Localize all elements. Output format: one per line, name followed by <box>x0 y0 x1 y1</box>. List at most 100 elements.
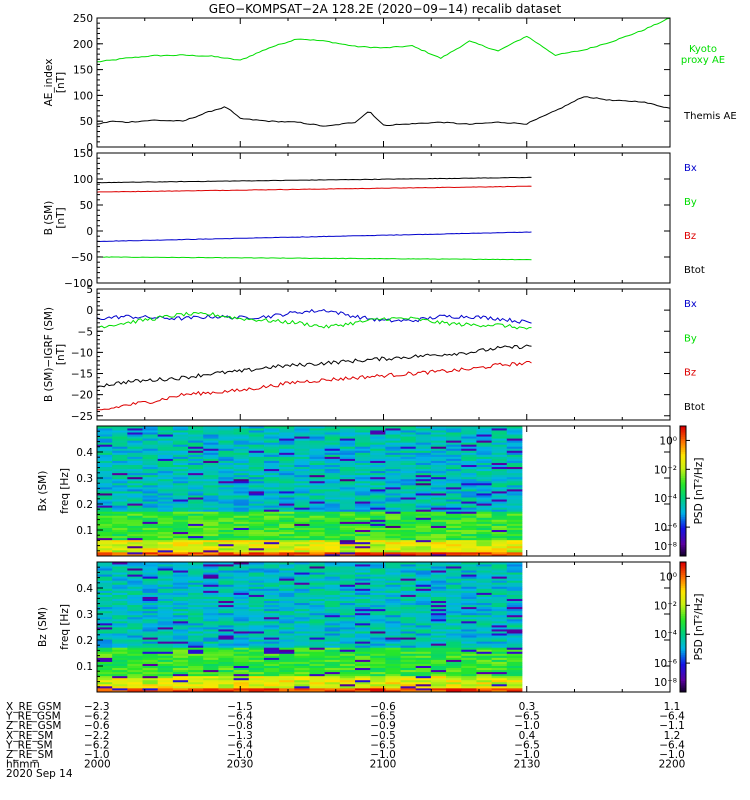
ephemeris-value: −0.6 <box>370 701 396 713</box>
y-tick-label: 0.4 <box>76 447 93 459</box>
colorbar-frame <box>679 561 687 693</box>
y-tick-label: 0.2 <box>76 499 93 511</box>
legend-kyoto: Kyoto <box>689 44 717 55</box>
y-axis-label: B (SM)−IGRF (SM) <box>43 307 55 402</box>
series-line-by <box>96 256 532 261</box>
panel-frame <box>96 152 671 284</box>
ephemeris-value: 2030 <box>227 759 254 771</box>
series-line-themis-ae <box>96 96 671 127</box>
ephemeris-value: −2.3 <box>84 701 110 713</box>
ephemeris-value: −6.4 <box>227 711 253 723</box>
y-tick-label: 150 <box>73 65 93 77</box>
series-line-by <box>96 311 532 330</box>
legend-kyoto-2: proxy AE <box>681 55 725 66</box>
ephemeris-value: 1.2 <box>664 730 681 742</box>
colorbar-label: PSD [nT²/Hz] <box>693 458 705 525</box>
series-line-bx <box>96 308 532 324</box>
colorbar-label: PSD [nT²/Hz] <box>693 594 705 661</box>
ephemeris-value: 0.4 <box>519 730 536 742</box>
ephemeris-value: 2200 <box>659 759 686 771</box>
ephemeris-value: −6.4 <box>659 711 685 723</box>
y-tick-label: −50 <box>71 252 93 264</box>
y-tick-label: 0.1 <box>76 661 93 673</box>
ephemeris-value: −0.6 <box>84 720 110 732</box>
y-axis-label: Bx (SM) <box>37 471 49 512</box>
y-axis-label: AE_index <box>43 59 55 107</box>
ephemeris-value: −6.5 <box>370 711 396 723</box>
legend-bx: Bx <box>684 163 697 174</box>
legend-bz: Bz <box>684 231 696 242</box>
legend-bx: Bx <box>684 299 697 310</box>
ephemeris-value: −6.4 <box>659 739 685 751</box>
legend-bz: Bz <box>684 368 696 379</box>
y-tick-label: 50 <box>80 116 93 128</box>
colorbar-tick-label: 10⁻⁸ <box>654 677 677 689</box>
y-tick-label: 0 <box>86 142 93 154</box>
legend-btot: Btot <box>684 265 705 276</box>
colorbar-tick-label: 10⁰ <box>659 435 677 447</box>
y-axis-freq-label: freq [Hz] <box>59 604 71 650</box>
ephemeris-label: X_RE_SM <box>6 730 53 742</box>
ephemeris-value: −6.2 <box>84 711 110 723</box>
ephemeris-label: Y_RE_SM <box>5 739 53 751</box>
ephemeris-value: −6.2 <box>84 739 110 751</box>
colorbar-tick-label: 10⁻⁶ <box>654 522 677 534</box>
panel-frame <box>96 288 671 421</box>
ephemeris-label: hhmm <box>6 759 40 771</box>
series-line-btot <box>96 344 532 389</box>
colorbar <box>680 426 686 557</box>
colorbar-tick-label: 10⁻² <box>654 600 677 612</box>
series-line-bx <box>96 231 532 243</box>
y-tick-label: 150 <box>73 148 93 160</box>
ephemeris-value: −1.1 <box>659 720 685 732</box>
y-tick-label: 250 <box>73 13 93 25</box>
colorbar-tick-label: 10⁻⁴ <box>654 629 677 641</box>
y-axis-unit: [nT] <box>55 72 67 93</box>
colorbar-tick-label: 10⁻⁶ <box>654 658 677 670</box>
y-tick-label: 0.3 <box>76 609 93 621</box>
y-tick-label: 0.2 <box>76 635 93 647</box>
y-tick-label: 0.3 <box>76 473 93 485</box>
ephemeris-value: −6.4 <box>227 739 253 751</box>
ephemeris-value: −1.0 <box>659 749 685 761</box>
spectrogram-cells <box>97 426 523 557</box>
ephemeris-value: 2130 <box>514 759 541 771</box>
ephemeris-label: Y_RE_GSM <box>5 711 61 723</box>
ephemeris-value: 1.1 <box>664 701 681 713</box>
ephemeris-table: X_RE_GSM −2.3 −1.5 −0.6 0.3 1.1 Y_RE_GSM −6.2 −6… <box>5 701 685 780</box>
y-tick-label: −10 <box>71 347 93 359</box>
y-tick-label: −5 <box>78 326 93 338</box>
ephemeris-value: −1.0 <box>514 749 540 761</box>
colorbar-tick-label: 10⁻² <box>654 464 677 476</box>
ephemeris-value: −6.5 <box>514 711 540 723</box>
ephemeris-date: 2020 Sep 14 <box>6 768 73 780</box>
y-tick-label: 0.1 <box>76 525 93 537</box>
ephemeris-label: X_RE_GSM <box>6 701 61 713</box>
spectrogram-cells <box>97 562 523 693</box>
series-line-bz <box>96 185 532 193</box>
ephemeris-label: Z_RE_SM <box>6 749 53 761</box>
y-axis-label: Bz (SM) <box>37 607 49 647</box>
y-tick-label: −100 <box>64 278 93 290</box>
colorbar-tick-label: 10⁰ <box>659 571 677 583</box>
ephemeris-value: −1.0 <box>370 749 396 761</box>
ephemeris-value: −0.8 <box>227 720 253 732</box>
ephemeris-value: −1.0 <box>514 720 540 732</box>
ephemeris-label: Z_RE_GSM <box>6 720 61 732</box>
ephemeris-value: −1.0 <box>84 749 110 761</box>
legend-btot: Btot <box>684 402 705 413</box>
ephemeris-value: −1.0 <box>227 749 253 761</box>
ephemeris-value: −0.9 <box>370 720 396 732</box>
y-axis-unit: [nT] <box>55 344 67 365</box>
legend-by: By <box>684 333 697 344</box>
colorbar-tick-label: 10⁻⁸ <box>654 541 677 553</box>
y-tick-label: −25 <box>71 411 93 423</box>
y-tick-label: −20 <box>71 390 93 402</box>
ephemeris-value: −1.5 <box>227 701 253 713</box>
y-tick-label: 0 <box>86 305 93 317</box>
y-tick-label: 200 <box>73 39 93 51</box>
ephemeris-value: −2.2 <box>84 730 110 742</box>
y-tick-label: 100 <box>73 90 93 102</box>
legend-by: By <box>684 197 697 208</box>
